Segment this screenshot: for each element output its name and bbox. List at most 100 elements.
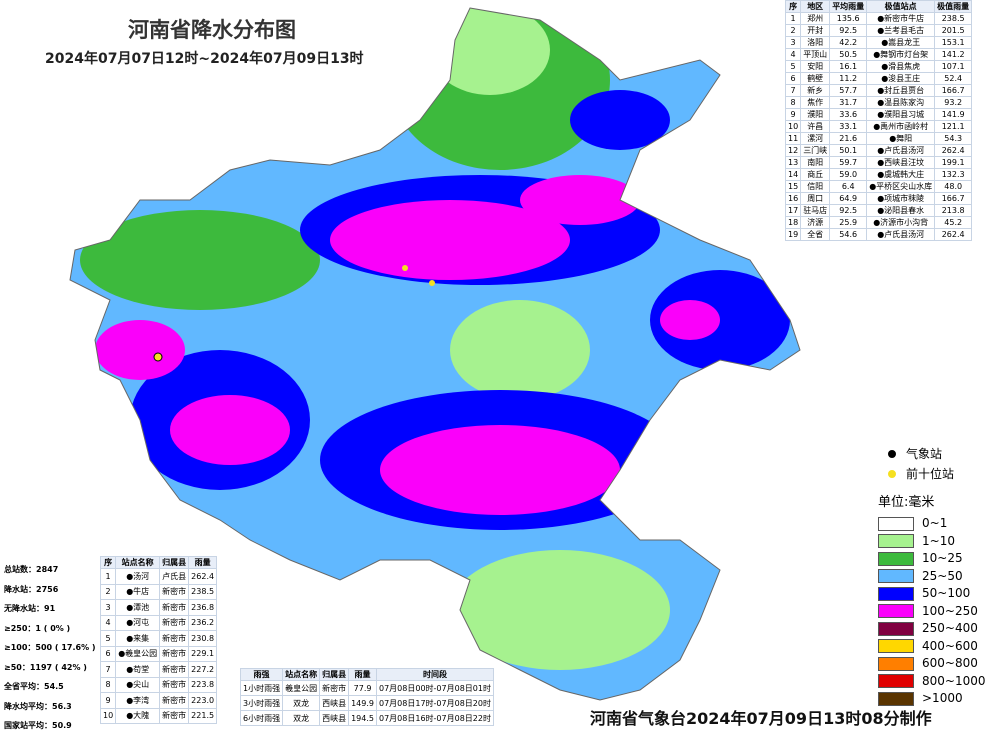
header-cell: 站点名称 [282, 668, 321, 681]
cell: 周口 [800, 192, 831, 205]
cell: 新密市 [159, 630, 190, 647]
cell: 221.5 [188, 707, 218, 724]
cell: 77.9 [348, 680, 377, 696]
swatch [878, 516, 914, 531]
row: 6 ●羲皇公园 新密市 229.1 [99, 645, 218, 662]
row: 9 濮阳 33.6 ●濮阳县习城 141.9 [784, 108, 973, 121]
cell: 54.6 [829, 228, 868, 241]
row: 7 ●苟堂 新密市 227.2 [99, 661, 218, 678]
cell: 132.3 [934, 168, 973, 181]
cell: ●卢氏县汤河 [866, 228, 936, 241]
row: 9 ●李湾 新密市 223.0 [99, 692, 218, 709]
cell: 213.8 [934, 204, 973, 217]
cell: 14 [784, 168, 802, 181]
row: 10 许昌 33.1 ●禹州市函岭村 121.1 [784, 120, 973, 133]
row: 5 ●来集 新密市 230.8 [99, 630, 218, 647]
intensity-table: 雨强 站点名称 归属县 雨量 时间段 1小时雨强 羲皇公园 新密市 77.9 07月08日00时-… [239, 668, 494, 726]
cell: 16.1 [829, 60, 868, 73]
cell: ●平桥区尖山水库 [866, 180, 936, 193]
header-cell: 序 [99, 556, 117, 569]
cell: ●项城市秣陵 [866, 192, 936, 205]
row: 14 商丘 59.0 ●虞城韩大庄 132.3 [784, 168, 973, 181]
title: 河南省降水分布图 [128, 18, 296, 42]
row: 3小时雨强 双龙 西峡县 149.9 07月08日17时-07月08日20时 [239, 695, 494, 711]
cell: 10 [784, 120, 802, 133]
row: 2 开封 92.5 ●兰考县毛古 201.5 [784, 24, 973, 37]
cell: 全省 [800, 228, 831, 241]
cell: ●封丘县贾台 [866, 84, 936, 97]
cell: ●牛店 [115, 583, 161, 600]
header-row: 序站点名称 归属县 雨量 [99, 556, 218, 569]
cell: ●兰考县毛古 [866, 24, 936, 37]
cell: 新密市 [159, 614, 190, 631]
cell: ●羲皇公园 [115, 645, 161, 662]
row: 6小时雨强 双龙 西峡县 194.5 07月08日16时-07月08日22时 [239, 710, 494, 726]
stat: ≥100：500 ( 17.6% ) [4, 643, 96, 652]
swatch [878, 691, 914, 706]
legend-item: 50~100 [878, 586, 986, 604]
cell: 7 [784, 84, 802, 97]
legend-item: >1000 [878, 691, 986, 709]
cell: 25.9 [829, 216, 868, 229]
row: 2 ●牛店 新密市 238.5 [99, 583, 218, 600]
header-cell: 雨量 [348, 668, 377, 681]
region-table: 序地区 平均雨量 极值站点 极值雨量 1 郑州 135.6 ●新密市牛店 238.5 2 开封 92.… [784, 0, 973, 241]
row: 18 济源 25.9 ●济源市小沟背 45.2 [784, 216, 973, 229]
row: 16 周口 64.9 ●项城市秣陵 166.7 [784, 192, 973, 205]
cell: 西峡县 [319, 695, 350, 711]
row: 3 ●潭池 新密市 236.8 [99, 599, 218, 616]
cell: 6.4 [829, 180, 868, 193]
cell: 229.1 [188, 645, 218, 662]
cell: 50.5 [829, 48, 868, 61]
legend-item: 800~1000 [878, 674, 986, 692]
row: 1 ●汤河 卢氏县 262.4 [99, 568, 218, 585]
cell: 17 [784, 204, 802, 217]
stat: 总站数：2847 [4, 565, 59, 574]
cell: 商丘 [800, 168, 831, 181]
legend-item: 600~800 [878, 656, 986, 674]
cell: 59.7 [829, 156, 868, 169]
legend-item: 250~400 [878, 621, 986, 639]
cell: 1 [784, 12, 802, 25]
cell: 199.1 [934, 156, 973, 169]
swatch [878, 551, 914, 566]
cell: 121.1 [934, 120, 973, 133]
row: 8 焦作 31.7 ●温县陈家沟 93.2 [784, 96, 973, 109]
legend-label: 50~100 [922, 586, 971, 600]
cell: 230.8 [188, 630, 218, 647]
cell: 洛阳 [800, 36, 831, 49]
cell: 92.5 [829, 204, 868, 217]
header-cell: 时间段 [376, 668, 494, 681]
station-legend: 前十位站 [878, 465, 986, 485]
swatch [878, 534, 914, 548]
cell: 42.2 [829, 36, 868, 49]
header-row: 序地区 平均雨量 极值站点 极值雨量 [784, 0, 973, 13]
legend-item: 1~10 [878, 534, 986, 552]
swatch [878, 639, 914, 653]
cell: 安阳 [800, 60, 831, 73]
cell: 信阳 [800, 180, 831, 193]
cell: ●河屯 [115, 614, 161, 631]
cell: ●大隗 [115, 707, 161, 724]
cell: 50.1 [829, 144, 868, 157]
cell: 201.5 [934, 24, 973, 37]
cell: 8 [784, 96, 802, 109]
cell: 新密市 [159, 645, 190, 662]
cell: 262.4 [934, 228, 973, 241]
station-dot [888, 450, 896, 458]
cell: 2 [784, 24, 802, 37]
row: 4 平顶山 50.5 ●舞钢市灯台架 141.2 [784, 48, 973, 61]
swatch [878, 621, 914, 636]
cell: ●西峡县汪坟 [866, 156, 936, 169]
cell: 33.6 [829, 108, 868, 121]
cell: 223.8 [188, 676, 218, 693]
cell: 135.6 [829, 12, 868, 25]
cell: 141.9 [934, 108, 973, 121]
cell: ●卢氏县汤河 [866, 144, 936, 157]
cell: 6 [784, 72, 802, 85]
cell: 59.0 [829, 168, 868, 181]
cell: 卢氏县 [159, 568, 190, 585]
cell: 3 [784, 36, 802, 49]
cell: 郑州 [800, 12, 831, 25]
